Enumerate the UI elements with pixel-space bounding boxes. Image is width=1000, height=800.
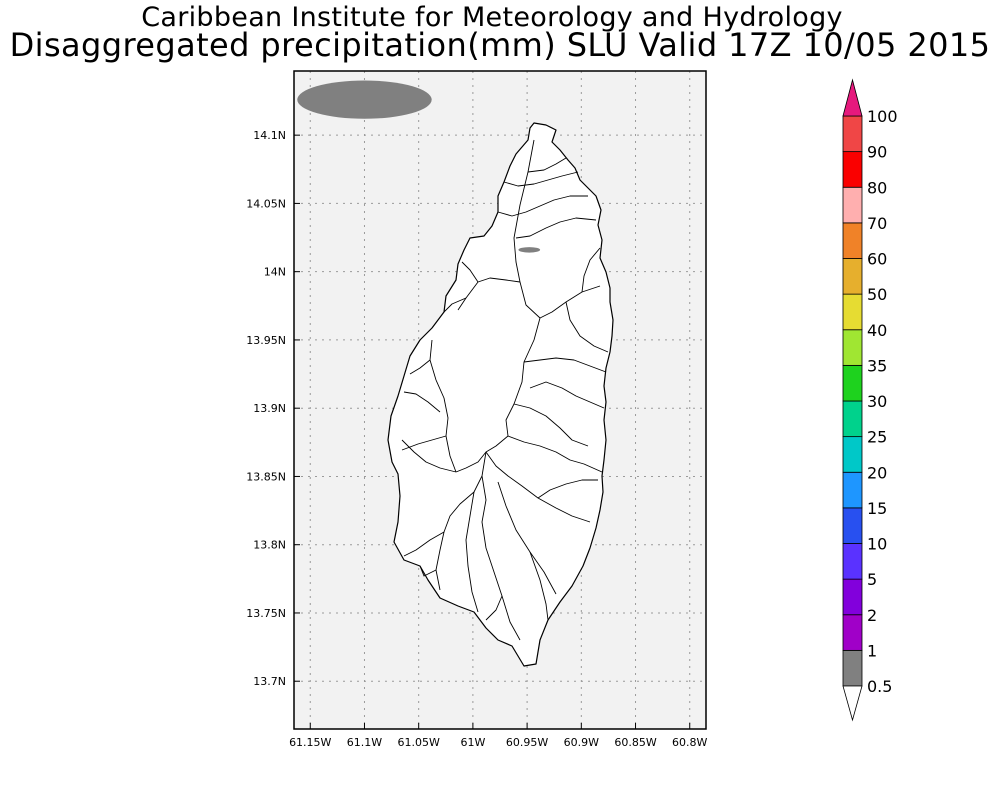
watershed-boundary — [515, 217, 597, 239]
y-tick-label: 13.9N — [253, 402, 286, 415]
watershed-boundary — [403, 391, 441, 413]
watershed-boundary — [513, 139, 601, 319]
precipitation-area — [518, 247, 541, 253]
y-tick-label: 14.05N — [246, 197, 286, 210]
watershed-boundary — [481, 475, 521, 641]
y-axis: 14.1N 14.05N 14N 13.95N 13.9N 13.85N 13.8N 13.7… — [246, 129, 300, 688]
watershed-boundary — [401, 435, 447, 451]
colorbar-label: 30 — [867, 392, 887, 411]
colorbar-segment — [842, 543, 863, 580]
colorbar-segment — [842, 436, 863, 473]
watershed-boundary — [429, 339, 457, 473]
colorbar-label: 90 — [867, 143, 887, 162]
x-tick-label: 61W — [460, 736, 485, 749]
colorbar-label: 60 — [867, 250, 887, 269]
colorbar-label: 70 — [867, 214, 887, 233]
watershed-boundary — [485, 451, 591, 523]
watershed-boundary — [419, 565, 437, 577]
watershed-boundary — [461, 261, 479, 283]
colorbar-segment — [842, 614, 863, 651]
colorbar-label: 50 — [867, 285, 887, 304]
watershed-boundary — [403, 531, 445, 557]
watershed-boundary — [529, 551, 549, 621]
colorbar-segment — [842, 186, 863, 224]
x-tick-label: 61.15W — [289, 736, 331, 749]
x-tick-label: 60.95W — [506, 736, 548, 749]
x-tick-label: 60.9W — [564, 736, 599, 749]
watershed-boundary — [435, 451, 487, 591]
colorbar-below-triangle — [842, 685, 863, 722]
y-tick-label: 13.95N — [246, 334, 286, 347]
colorbar-segment — [842, 151, 863, 188]
x-tick-label: 60.85W — [614, 736, 656, 749]
watershed-boundary — [465, 491, 479, 613]
map-subtitle: Disaggregated precipitation(mm) SLU Vali… — [9, 26, 991, 64]
watershed-boundary — [401, 439, 457, 473]
colorbar-segment — [842, 329, 863, 366]
watershed-boundaries — [401, 139, 609, 641]
y-tick-label: 13.7N — [253, 675, 286, 688]
colorbar-label: 10 — [867, 535, 887, 554]
precipitation-layer — [297, 80, 541, 253]
colorbar-segment — [842, 649, 863, 687]
precipitation-area — [297, 80, 432, 119]
colorbar-label: 20 — [867, 463, 887, 482]
colorbar-label: 100 — [867, 107, 898, 126]
watershed-boundary — [529, 381, 605, 409]
watershed-boundary — [497, 195, 588, 217]
watershed-boundary — [503, 171, 579, 187]
x-tick-label: 61.05W — [397, 736, 439, 749]
plot-frame — [293, 70, 707, 730]
colorbar-segment — [842, 364, 863, 402]
colorbar-segment — [842, 293, 863, 331]
colorbar-segment — [842, 258, 863, 295]
colorbar-label: 25 — [867, 428, 887, 447]
colorbar-label: 0.5 — [867, 677, 892, 696]
colorbar-label: 5 — [867, 570, 877, 589]
colorbar-segment — [842, 400, 863, 438]
watershed-boundary — [565, 301, 609, 353]
colorbar-above-triangle — [842, 78, 863, 117]
watershed-boundary — [443, 297, 467, 313]
watershed-boundary — [455, 317, 541, 473]
watershed-boundary — [581, 247, 601, 293]
watershed-boundary — [513, 403, 589, 447]
x-tick-label: 60.8W — [672, 736, 707, 749]
watershed-boundary — [409, 359, 431, 375]
colorbar-label: 2 — [867, 606, 877, 625]
y-tick-label: 14.1N — [253, 129, 286, 142]
watershed-boundary — [457, 277, 521, 311]
island-layer — [387, 122, 614, 667]
watershed-boundary — [537, 479, 598, 499]
y-tick-label: 14N — [264, 266, 286, 279]
x-axis: 61.15W 61.1W 61.05W 61W 60.95W 60.9W 60.85W 60.… — [289, 723, 708, 749]
y-tick-label: 13.8N — [253, 539, 286, 552]
colorbar-label: 40 — [867, 321, 887, 340]
watershed-boundary — [485, 595, 503, 621]
colorbar-label: 1 — [867, 641, 877, 660]
map-title: Caribbean Institute for Meteorology and … — [141, 2, 843, 33]
colorbar-label: 15 — [867, 499, 887, 518]
colorbar-label: 80 — [867, 178, 887, 197]
colorbar-segment — [842, 471, 863, 509]
y-tick-label: 13.85N — [246, 470, 286, 483]
x-tick-label: 61.1W — [347, 736, 382, 749]
colorbar-segment — [842, 115, 863, 153]
y-tick-label: 13.75N — [246, 607, 286, 620]
watershed-boundary — [497, 481, 557, 595]
colorbar-segment — [842, 507, 863, 544]
colorbar-segment — [842, 578, 863, 616]
colorbar-segment — [842, 222, 863, 259]
watershed-boundary — [523, 357, 607, 373]
colorbar-label: 35 — [867, 356, 887, 375]
watershed-boundary — [527, 157, 567, 173]
watershed-boundary — [507, 435, 603, 473]
